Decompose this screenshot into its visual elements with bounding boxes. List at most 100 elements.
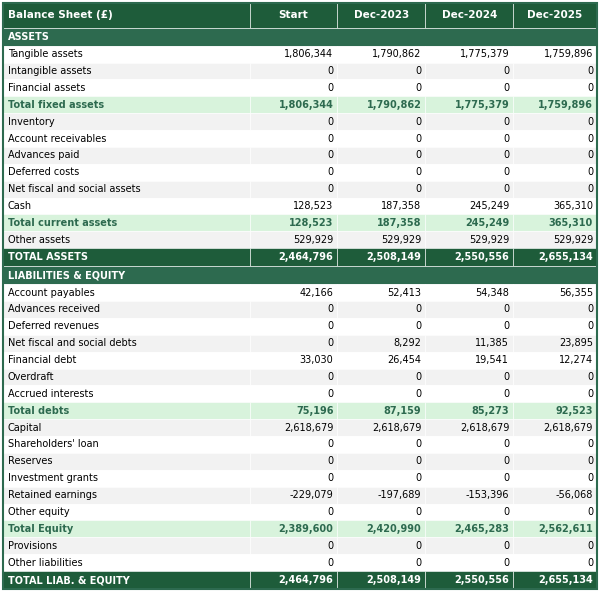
Text: -229,079: -229,079 [290,490,334,500]
Text: Net fiscal and social assets: Net fiscal and social assets [8,184,140,194]
Bar [425,96,513,113]
Bar [513,385,597,403]
Bar [3,403,250,419]
Bar [3,181,250,198]
Bar [425,538,513,554]
Bar [337,504,425,520]
Text: 1,790,862: 1,790,862 [372,49,421,59]
Text: 1,759,896: 1,759,896 [538,100,593,110]
Bar [425,46,513,63]
Bar [250,284,337,301]
Text: 0: 0 [415,558,421,568]
Text: 0: 0 [327,456,334,466]
Bar [337,385,425,403]
Bar [250,453,337,470]
Text: 19,541: 19,541 [475,355,509,365]
Text: Accrued interests: Accrued interests [8,389,94,399]
Text: 2,465,283: 2,465,283 [454,524,509,534]
Text: 2,550,556: 2,550,556 [454,252,509,262]
Text: 187,358: 187,358 [377,218,421,228]
Bar [337,571,425,589]
Text: 0: 0 [503,117,509,127]
Bar [3,3,250,28]
Bar [425,436,513,453]
Bar [513,231,597,248]
Text: 0: 0 [587,117,593,127]
Text: Cash: Cash [8,201,32,211]
Text: 0: 0 [327,507,334,517]
Bar [250,554,337,571]
Text: 42,166: 42,166 [299,288,334,298]
Bar [250,352,337,369]
Text: 0: 0 [503,134,509,143]
Text: 245,249: 245,249 [465,218,509,228]
Bar [337,248,425,266]
Text: 0: 0 [503,372,509,382]
Bar [425,554,513,571]
Text: 0: 0 [415,473,421,483]
Bar [337,419,425,436]
Bar [250,470,337,487]
Bar [425,147,513,164]
Text: 2,389,600: 2,389,600 [278,524,334,534]
Text: 0: 0 [415,439,421,449]
Text: Total fixed assets: Total fixed assets [8,100,104,110]
Bar [513,318,597,335]
Bar [337,520,425,538]
Text: 52,413: 52,413 [388,288,421,298]
Text: 2,618,679: 2,618,679 [372,423,421,433]
Text: Advances paid: Advances paid [8,150,79,160]
Text: 0: 0 [415,321,421,332]
Bar [513,538,597,554]
Text: 0: 0 [587,558,593,568]
Text: 0: 0 [587,439,593,449]
Bar [425,231,513,248]
Bar [425,181,513,198]
Text: 0: 0 [415,134,421,143]
Text: 0: 0 [327,83,334,93]
Text: 0: 0 [327,150,334,160]
Bar [513,164,597,181]
Bar [425,214,513,231]
Bar [3,520,250,538]
Text: 1,775,379: 1,775,379 [460,49,509,59]
Bar [425,419,513,436]
Bar [425,248,513,266]
Text: 54,348: 54,348 [475,288,509,298]
Text: 2,464,796: 2,464,796 [278,575,334,585]
Text: 0: 0 [503,540,509,551]
Bar [250,96,337,113]
Bar [513,436,597,453]
Text: 0: 0 [503,184,509,194]
Text: Other equity: Other equity [8,507,70,517]
Bar [250,3,337,28]
Text: 0: 0 [327,540,334,551]
Text: 0: 0 [415,150,421,160]
Bar [250,46,337,63]
Text: Inventory: Inventory [8,117,55,127]
Bar [425,113,513,130]
Text: 2,618,679: 2,618,679 [544,423,593,433]
Text: 0: 0 [503,66,509,76]
Text: 1,806,344: 1,806,344 [284,49,334,59]
Text: Total current assets: Total current assets [8,218,117,228]
Bar [250,164,337,181]
Bar [425,352,513,369]
Text: 2,618,679: 2,618,679 [284,423,334,433]
Bar [513,130,597,147]
Bar [513,487,597,504]
Bar [337,113,425,130]
Text: TOTAL LIAB. & EQUITY: TOTAL LIAB. & EQUITY [8,575,130,585]
Text: 529,929: 529,929 [553,235,593,244]
Bar [425,470,513,487]
Text: Dec-2024: Dec-2024 [442,11,497,20]
Text: 1,759,896: 1,759,896 [544,49,593,59]
Bar [425,284,513,301]
Bar [337,335,425,352]
Bar [337,63,425,79]
Bar [513,46,597,63]
Text: 187,358: 187,358 [381,201,421,211]
Text: Financial assets: Financial assets [8,83,85,93]
Text: 128,523: 128,523 [289,218,334,228]
Bar [425,453,513,470]
